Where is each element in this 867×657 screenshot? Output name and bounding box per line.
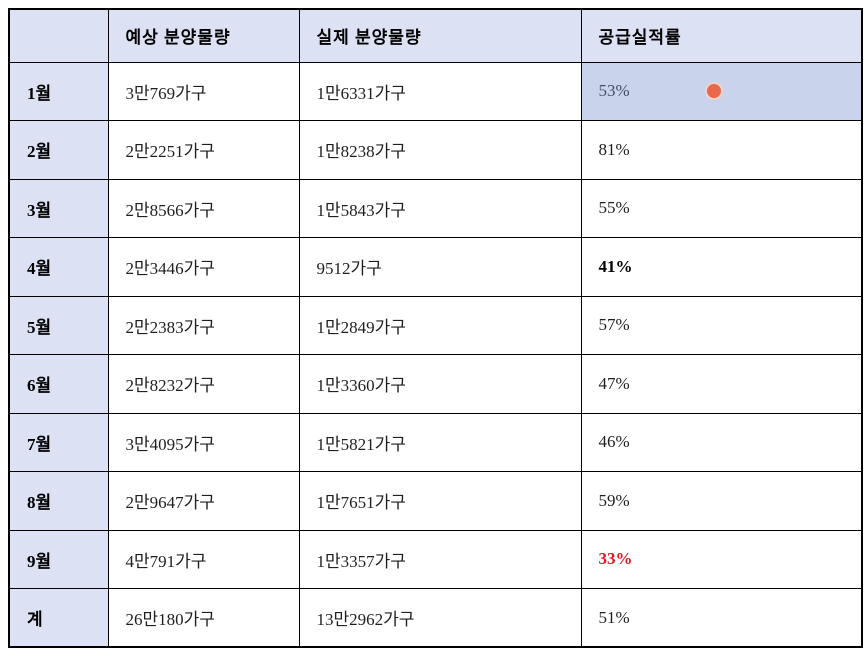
corner-cell <box>8 8 109 63</box>
rate-cell: 59% <box>580 471 863 531</box>
expected-cell: 3만4095가구 <box>107 412 300 472</box>
actual-cell: 1만3360가구 <box>298 354 582 414</box>
table-row: 8월 2만9647가구 1만7651가구 59% <box>8 471 863 531</box>
table-row-total: 계 26만180가구 13만2962가구 51% <box>8 588 863 648</box>
month-cell: 5월 <box>8 295 109 355</box>
table-row: 9월 4만791가구 1만3357가구 33% <box>8 529 863 589</box>
total-label-cell: 계 <box>8 588 109 648</box>
rate-cell: 46% <box>580 412 863 472</box>
red-dot-icon <box>706 84 721 99</box>
actual-cell: 1만5821가구 <box>298 412 582 472</box>
month-cell: 4월 <box>8 237 109 297</box>
actual-cell: 1만5843가구 <box>298 178 582 238</box>
month-cell: 9월 <box>8 529 109 589</box>
rate-cell: 57% <box>580 295 863 355</box>
actual-cell: 1만3357가구 <box>298 529 582 589</box>
month-cell: 8월 <box>8 471 109 531</box>
month-cell: 7월 <box>8 412 109 472</box>
table-row: 5월 2만2383가구 1만2849가구 57% <box>8 295 863 355</box>
month-cell: 6월 <box>8 354 109 414</box>
actual-cell: 1만6331가구 <box>298 61 582 121</box>
actual-cell: 1만2849가구 <box>298 295 582 355</box>
month-cell: 3월 <box>8 178 109 238</box>
rate-cell-bold: 41% <box>580 237 863 297</box>
table-row: 7월 3만4095가구 1만5821가구 46% <box>8 412 863 472</box>
month-cell: 1월 <box>8 61 109 121</box>
supply-performance-table: 예상 분양물량 실제 분양물량 공급실적률 1월 3만769가구 1만6331가… <box>8 8 863 648</box>
month-cell: 2월 <box>8 120 109 180</box>
expected-cell: 3만769가구 <box>107 61 300 121</box>
rate-cell: 81% <box>580 120 863 180</box>
actual-cell: 1만7651가구 <box>298 471 582 531</box>
header-row: 예상 분양물량 실제 분양물량 공급실적률 <box>8 8 863 63</box>
actual-cell: 1만8238가구 <box>298 120 582 180</box>
table-row: 6월 2만8232가구 1만3360가구 47% <box>8 354 863 414</box>
table-row: 1월 3만769가구 1만6331가구 53% <box>8 61 863 121</box>
table-row: 4월 2만3446가구 9512가구 41% <box>8 237 863 297</box>
rate-cell-highlighted: 53% <box>580 61 863 121</box>
rate-cell: 47% <box>580 354 863 414</box>
expected-cell: 2만3446가구 <box>107 237 300 297</box>
expected-cell: 2만9647가구 <box>107 471 300 531</box>
actual-cell: 13만2962가구 <box>298 588 582 648</box>
table-row: 2월 2만2251가구 1만8238가구 81% <box>8 120 863 180</box>
column-header-rate: 공급실적률 <box>580 8 863 63</box>
expected-cell: 2만8232가구 <box>107 354 300 414</box>
rate-cell-red: 33% <box>580 529 863 589</box>
rate-cell: 51% <box>580 588 863 648</box>
table-row: 3월 2만8566가구 1만5843가구 55% <box>8 178 863 238</box>
rate-cell: 55% <box>580 178 863 238</box>
column-header-expected: 예상 분양물량 <box>107 8 300 63</box>
actual-cell: 9512가구 <box>298 237 582 297</box>
expected-cell: 26만180가구 <box>107 588 300 648</box>
expected-cell: 2만8566가구 <box>107 178 300 238</box>
column-header-actual: 실제 분양물량 <box>298 8 582 63</box>
rate-value: 53% <box>598 81 630 101</box>
expected-cell: 2만2383가구 <box>107 295 300 355</box>
expected-cell: 2만2251가구 <box>107 120 300 180</box>
expected-cell: 4만791가구 <box>107 529 300 589</box>
